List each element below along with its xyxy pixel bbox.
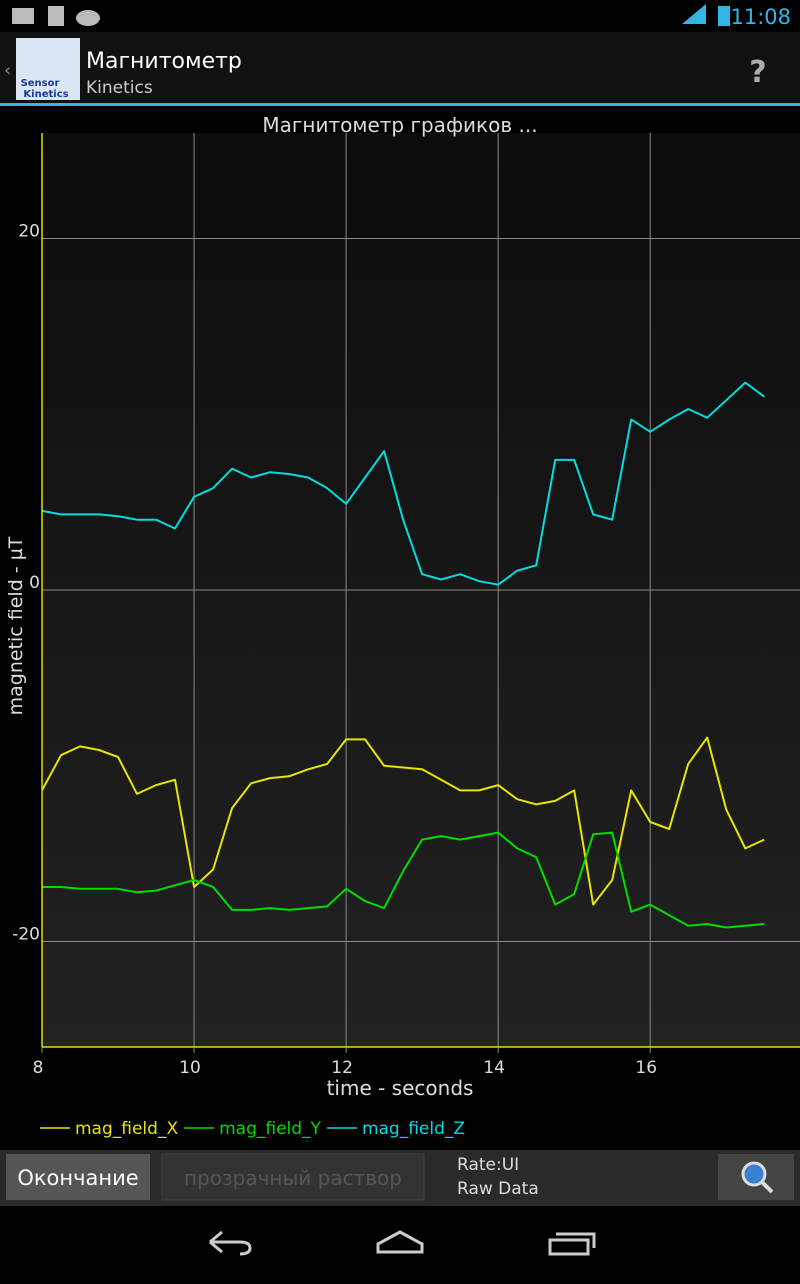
series-line bbox=[41, 736, 765, 906]
stop-button[interactable] bbox=[6, 1154, 150, 1200]
y-tick-label: 20 bbox=[18, 221, 40, 241]
y-axis-label: magnetic field - µT bbox=[5, 536, 27, 715]
recents-button[interactable] bbox=[548, 1232, 596, 1256]
app-icon[interactable] bbox=[16, 38, 80, 100]
back-button[interactable] bbox=[209, 1230, 252, 1256]
nav-bar bbox=[0, 1206, 800, 1280]
legend-label: mag_field_Z bbox=[362, 1119, 465, 1139]
zoom-icon bbox=[741, 1161, 767, 1187]
help-button[interactable]: ? bbox=[749, 55, 766, 90]
y-tick-label: 0 bbox=[29, 573, 40, 593]
battery-icon bbox=[718, 6, 730, 26]
stop-button-label: Окончание bbox=[17, 1166, 138, 1190]
app-title: Магнитометр bbox=[86, 49, 242, 74]
icon-label: Kinetics bbox=[23, 89, 68, 100]
rate-label: Rate:UI bbox=[457, 1155, 519, 1175]
download-icon bbox=[48, 6, 64, 26]
zoom-icon-handle bbox=[760, 1180, 774, 1194]
name-input[interactable] bbox=[161, 1153, 425, 1201]
home-button[interactable] bbox=[376, 1230, 424, 1254]
series-line bbox=[42, 831, 765, 929]
mail-icon bbox=[12, 8, 34, 24]
x-tick-label: 16 bbox=[635, 1058, 657, 1078]
android-icon bbox=[76, 10, 100, 26]
series-line bbox=[41, 381, 765, 586]
chart-title: Магнитометр графиков ... bbox=[262, 113, 537, 137]
legend-label: mag_field_Y bbox=[219, 1119, 321, 1139]
x-tick-label: 8 bbox=[33, 1058, 44, 1078]
x-tick-label: 10 bbox=[179, 1058, 201, 1078]
status-bar bbox=[0, 0, 800, 32]
mode-label: Raw Data bbox=[457, 1179, 539, 1199]
y-tick-label: -20 bbox=[12, 925, 40, 945]
legend: mag_field_X mag_field_Y mag_field_Z bbox=[40, 1119, 465, 1139]
input-placeholder: прозрачный раствор bbox=[184, 1166, 402, 1190]
up-caret[interactable]: ‹ bbox=[4, 60, 11, 81]
app-subtitle: Kinetics bbox=[86, 78, 153, 98]
wifi-icon bbox=[682, 4, 706, 24]
action-bar bbox=[0, 32, 800, 104]
clock: 11:08 bbox=[730, 5, 791, 29]
icon-label: Sensor bbox=[21, 78, 60, 89]
x-tick-label: 12 bbox=[331, 1058, 353, 1078]
x-axis-label: time - seconds bbox=[327, 1076, 474, 1100]
x-tick-label: 14 bbox=[483, 1058, 505, 1078]
action-bar-divider bbox=[0, 103, 800, 106]
legend-label: mag_field_X bbox=[75, 1119, 178, 1139]
